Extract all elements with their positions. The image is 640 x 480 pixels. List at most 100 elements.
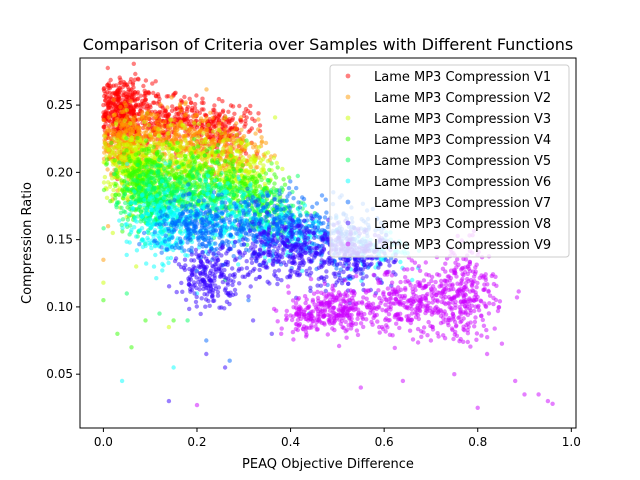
- data-point: [211, 190, 217, 195]
- data-point: [139, 180, 145, 185]
- data-point: [131, 177, 136, 182]
- data-point: [259, 167, 264, 172]
- data-point: [142, 197, 147, 203]
- data-point: [186, 222, 192, 228]
- data-point: [155, 92, 161, 97]
- data-point: [262, 186, 267, 191]
- data-point: [144, 164, 149, 170]
- data-point: [115, 97, 120, 102]
- data-point: [220, 146, 226, 151]
- data-point: [224, 175, 229, 181]
- data-point: [166, 260, 171, 266]
- data-point: [253, 156, 259, 161]
- data-point: [160, 146, 165, 151]
- data-point: [191, 136, 197, 142]
- data-point: [161, 222, 166, 227]
- data-point: [192, 121, 197, 126]
- data-point: [252, 228, 257, 233]
- data-point: [201, 211, 206, 217]
- data-point: [234, 126, 239, 131]
- data-point: [129, 158, 134, 164]
- data-point: [214, 213, 220, 219]
- data-point: [137, 166, 142, 172]
- data-point: [119, 122, 125, 127]
- data-point: [115, 174, 120, 179]
- data-point: [111, 187, 116, 193]
- data-point: [113, 196, 118, 201]
- data-point: [111, 113, 117, 118]
- data-point: [159, 179, 165, 184]
- data-point: [124, 180, 130, 185]
- data-point: [118, 104, 123, 110]
- data-point: [192, 145, 197, 151]
- data-point: [165, 105, 170, 110]
- data-point: [144, 111, 150, 116]
- data-point: [124, 136, 129, 141]
- data-point: [135, 157, 140, 162]
- data-point: [175, 187, 180, 192]
- data-point: [161, 195, 167, 201]
- data-point: [183, 157, 188, 162]
- data-point: [101, 102, 106, 108]
- data-point: [193, 224, 198, 230]
- data-point: [143, 78, 149, 83]
- data-point: [120, 226, 125, 231]
- data-point: [173, 220, 178, 225]
- data-point: [103, 95, 109, 100]
- data-point: [265, 150, 271, 155]
- data-point: [196, 144, 201, 149]
- data-point: [177, 211, 183, 217]
- data-point: [234, 121, 239, 126]
- data-point: [225, 189, 230, 194]
- data-point: [151, 201, 156, 207]
- data-point: [191, 154, 196, 159]
- data-point: [199, 100, 205, 106]
- data-point: [154, 276, 159, 281]
- data-point: [207, 210, 213, 216]
- data-point: [115, 331, 120, 336]
- data-point: [265, 178, 270, 183]
- data-point: [113, 167, 119, 173]
- data-point: [130, 165, 135, 171]
- data-point: [134, 102, 139, 108]
- data-point: [190, 172, 195, 178]
- data-point: [236, 262, 241, 267]
- data-point: [182, 113, 187, 118]
- data-point: [108, 77, 113, 83]
- data-point: [178, 108, 184, 113]
- data-point: [124, 252, 129, 258]
- data-point: [197, 163, 203, 168]
- data-point: [205, 238, 211, 244]
- data-point: [105, 65, 111, 71]
- data-point: [102, 150, 107, 155]
- data-point: [261, 163, 266, 168]
- data-point: [295, 173, 300, 179]
- data-point: [199, 216, 205, 222]
- data-point: [136, 151, 141, 156]
- data-point: [240, 163, 245, 168]
- data-point: [245, 142, 250, 147]
- data-point: [140, 113, 145, 119]
- data-point: [225, 196, 230, 201]
- data-point: [153, 252, 158, 258]
- data-point: [252, 142, 257, 147]
- data-point: [124, 161, 130, 167]
- data-point: [200, 230, 205, 236]
- data-point: [297, 205, 302, 210]
- data-point: [102, 137, 107, 143]
- data-point: [142, 88, 147, 94]
- data-point: [160, 129, 166, 134]
- data-point: [230, 104, 236, 109]
- data-point: [156, 149, 162, 154]
- data-point: [184, 215, 189, 220]
- data-point: [166, 237, 172, 242]
- data-point: [160, 261, 165, 267]
- data-point: [219, 170, 224, 176]
- data-point: [101, 298, 106, 303]
- data-point: [217, 112, 222, 118]
- data-point: [186, 226, 191, 232]
- data-point: [192, 204, 197, 209]
- data-point: [253, 131, 258, 136]
- data-point: [105, 110, 110, 116]
- data-point: [141, 120, 147, 125]
